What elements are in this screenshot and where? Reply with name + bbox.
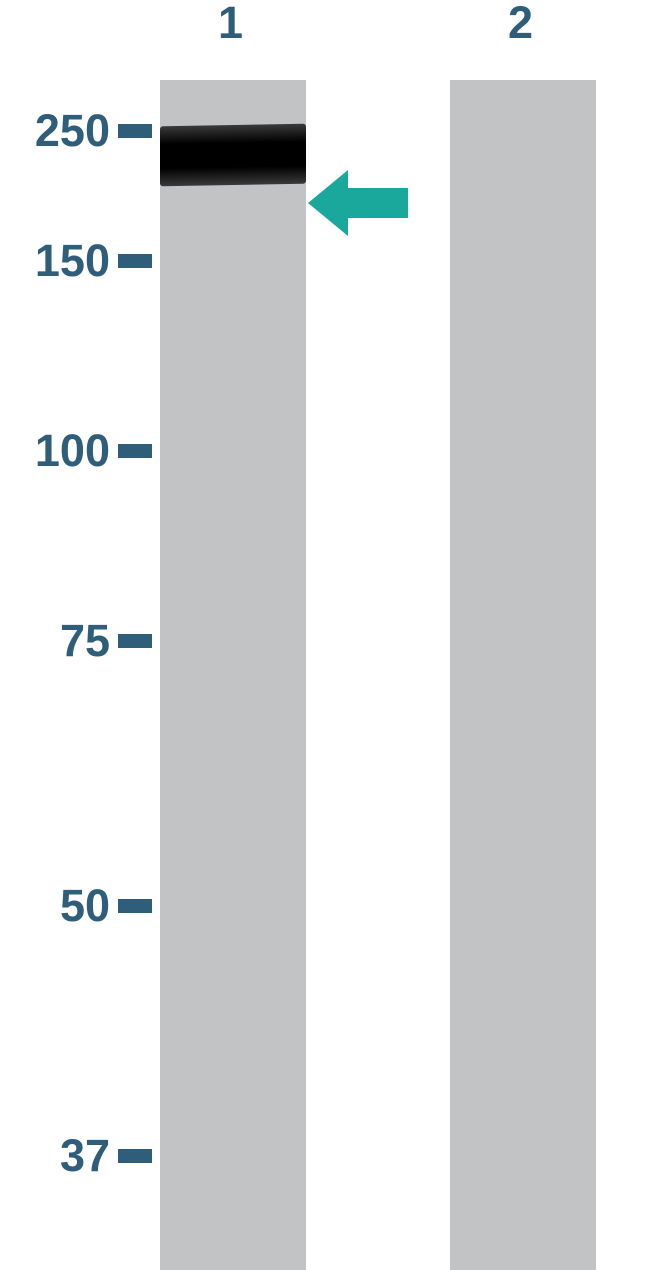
lane-1 [160, 80, 306, 1270]
blot-figure: 1 2 250 150 100 75 50 37 [0, 0, 650, 1270]
marker-37: 37 [60, 1133, 110, 1178]
marker-50-tick [118, 899, 152, 913]
marker-150: 150 [35, 238, 110, 283]
band-indicator-arrow [308, 170, 408, 236]
marker-250-tick [118, 124, 152, 138]
marker-75-tick [118, 634, 152, 648]
marker-250: 250 [35, 108, 110, 153]
arrow-shaft [348, 188, 408, 218]
lane-1-band [160, 124, 306, 187]
marker-75: 75 [60, 618, 110, 663]
lane-1-header: 1 [218, 0, 243, 45]
lane-2-header: 2 [508, 0, 533, 45]
marker-100-tick [118, 444, 152, 458]
marker-37-tick [118, 1149, 152, 1163]
marker-100: 100 [35, 428, 110, 473]
marker-50: 50 [60, 883, 110, 928]
lane-2 [450, 80, 596, 1270]
arrow-head-icon [308, 170, 348, 236]
marker-150-tick [118, 254, 152, 268]
